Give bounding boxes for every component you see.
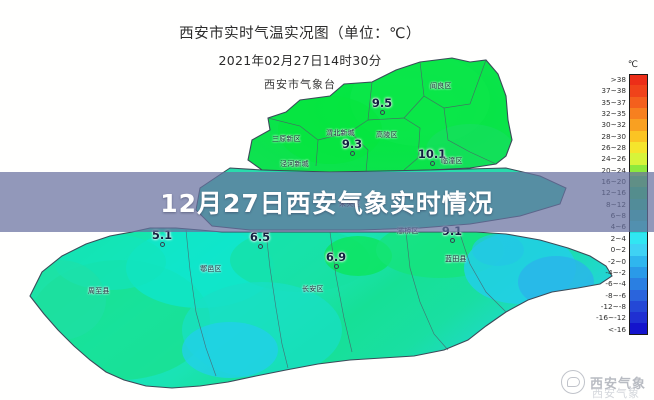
legend-row: 24~26 — [590, 153, 648, 165]
legend-row: <-16 — [590, 323, 648, 336]
legend-color-swatch — [629, 323, 648, 336]
map-region-north — [248, 58, 512, 172]
legend-color-swatch — [629, 142, 648, 154]
legend-row-label: 37~38 — [601, 86, 626, 96]
legend-color-swatch — [629, 96, 648, 109]
legend-row-label: -8~-6 — [605, 290, 626, 300]
legend-color-swatch — [629, 244, 648, 256]
legend-color-swatch — [629, 278, 648, 290]
legend-row-label: >38 — [610, 75, 626, 84]
legend-color-swatch — [629, 312, 648, 324]
district-boundaries-south — [185, 229, 507, 377]
legend-color-swatch — [629, 300, 648, 313]
legend-color-swatch — [629, 255, 648, 267]
legend-row: 20~24 — [590, 164, 648, 177]
legend-row-label: 0~2 — [610, 245, 626, 255]
legend-row-label: -4~-2 — [605, 267, 626, 277]
legend-row-label: 26~28 — [601, 143, 626, 153]
legend-color-swatch — [629, 289, 648, 301]
legend-color-swatch — [629, 119, 648, 131]
legend-color-swatch — [629, 164, 648, 177]
legend-row-label: 20~24 — [601, 165, 626, 175]
watermark-text: 西安气象 — [589, 376, 646, 392]
legend-row-label: 28~30 — [601, 131, 626, 141]
legend-row: 37~38 — [590, 85, 648, 97]
weibo-eye-icon — [560, 370, 585, 394]
map-region-south — [30, 228, 612, 388]
legend-row-label: 2~4 — [610, 233, 626, 243]
legend-row-label: -12~-8 — [600, 301, 626, 311]
legend-row-label: 32~35 — [601, 109, 626, 119]
legend-color-swatch — [629, 85, 648, 97]
legend-row: -4~-2 — [590, 266, 648, 279]
legend-row: -2~0 — [590, 255, 648, 267]
legend-row-label: 35~37 — [601, 97, 626, 107]
legend-color-swatch — [629, 130, 648, 143]
watermark-subtext: 西安气象 — [592, 387, 640, 400]
legend-color-swatch — [629, 266, 648, 279]
legend-row: >38 — [590, 73, 648, 86]
legend-row: -16~-12 — [590, 312, 648, 324]
legend-row: 26~28 — [590, 142, 648, 154]
legend-row-label: -16~-12 — [596, 313, 626, 323]
legend-row: 2~4 — [590, 232, 648, 245]
legend-row-label: -6~-4 — [605, 279, 626, 289]
headline-banner: 12月27日西安气象实时情况 — [0, 172, 654, 232]
legend-color-swatch — [629, 108, 648, 120]
legend-row-label: 24~26 — [601, 154, 626, 164]
legend-unit-label: ℃ — [627, 60, 638, 70]
legend-row: 0~2 — [590, 244, 648, 256]
legend-color-swatch — [629, 232, 648, 245]
watermark: 西安气象 西安气象 — [560, 370, 646, 400]
legend-color-swatch — [629, 153, 648, 165]
district-boundaries-north — [267, 59, 497, 173]
legend-row: -8~-6 — [590, 289, 648, 301]
legend-color-swatch — [629, 73, 648, 86]
legend-row: 30~32 — [590, 119, 648, 131]
legend-row: -6~-4 — [590, 278, 648, 290]
legend-row: -12~-8 — [590, 300, 648, 313]
legend-row-label: 30~32 — [601, 120, 626, 130]
legend-row: 28~30 — [590, 130, 648, 143]
legend-row-label: <-16 — [607, 324, 626, 334]
legend-row-label: -2~0 — [607, 256, 626, 266]
headline-text: 12月27日西安气象实时情况 — [160, 189, 494, 218]
legend-row: 32~35 — [590, 108, 648, 120]
legend-row: 35~37 — [590, 96, 648, 109]
